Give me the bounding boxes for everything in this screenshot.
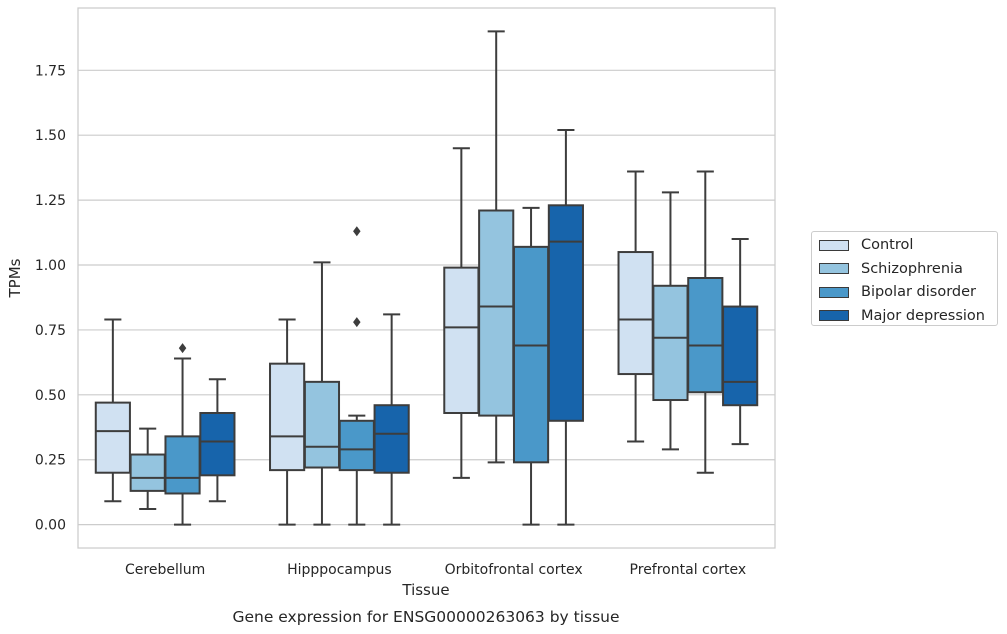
legend-swatch xyxy=(819,263,849,274)
box-iqr xyxy=(303,380,341,469)
box-iqr xyxy=(443,266,480,414)
box-control xyxy=(443,147,480,479)
x-tick-label: Orbitofrontal cortex xyxy=(445,562,583,578)
plot-frame xyxy=(77,7,776,549)
x-axis-label: Tissue xyxy=(401,581,449,599)
outlier-marker xyxy=(353,317,361,328)
box-iqr xyxy=(338,419,375,472)
y-tick-label: 1.25 xyxy=(35,193,66,209)
box-bipolar-disorder xyxy=(512,206,550,526)
outlier-marker xyxy=(353,226,361,237)
box-bipolar-disorder xyxy=(338,226,375,526)
box-major-depression xyxy=(199,378,236,503)
y-tick-label: 1.75 xyxy=(35,63,66,79)
legend-item: Bipolar disorder xyxy=(819,282,976,302)
box-iqr xyxy=(547,204,584,422)
box-schizophrenia xyxy=(478,30,515,464)
box-schizophrenia xyxy=(129,427,166,511)
x-tick-label: Cerebellum xyxy=(125,562,205,578)
boxes xyxy=(94,30,759,526)
box-major-depression xyxy=(373,313,410,526)
legend-label: Schizophrenia xyxy=(861,260,963,277)
box-major-depression xyxy=(722,238,759,446)
box-control xyxy=(94,318,131,503)
box-major-depression xyxy=(547,129,584,526)
box-iqr xyxy=(129,453,166,492)
y-tick-label: 0.75 xyxy=(35,323,66,339)
box-iqr xyxy=(199,412,236,477)
outlier-marker xyxy=(178,343,187,354)
legend-label: Bipolar disorder xyxy=(861,284,976,300)
legend-label: Control xyxy=(861,237,914,253)
y-tick-label: 0.50 xyxy=(35,388,66,404)
legend-label: Major depression xyxy=(861,307,985,324)
y-tick-labels: 0.00 0.25 0.50 0.75 1.00 1.25 1.50 1.75 xyxy=(35,63,66,533)
y-tick-label: 0.25 xyxy=(35,453,66,469)
box-iqr xyxy=(652,284,689,402)
box-bipolar-disorder xyxy=(687,170,724,474)
x-tick-label: Prefrontal cortex xyxy=(630,562,747,578)
box-bipolar-disorder xyxy=(164,343,201,526)
box-iqr xyxy=(512,245,550,464)
box-control xyxy=(269,318,306,526)
legend: Control Schizophrenia Bipolar disorder Majo… xyxy=(811,231,998,326)
legend-item: Schizophrenia xyxy=(819,259,963,279)
box-iqr xyxy=(478,209,515,417)
x-tick-label: Hipppocampus xyxy=(287,562,392,578)
y-tick-label: 0.00 xyxy=(35,518,66,534)
box-iqr xyxy=(687,277,724,394)
box-iqr xyxy=(164,435,201,495)
box-iqr xyxy=(94,401,131,474)
legend-item: Major depression xyxy=(819,306,985,326)
legend-swatch xyxy=(819,286,849,298)
x-tick-labels: Cerebellum Hipppocampus Orbitofrontal cort… xyxy=(125,562,746,578)
box-iqr xyxy=(617,251,654,376)
box-schizophrenia xyxy=(303,261,341,526)
box-iqr xyxy=(373,404,410,474)
y-tick-label: 1.00 xyxy=(35,258,66,274)
y-tick-label: 1.50 xyxy=(35,128,66,144)
legend-swatch xyxy=(819,239,849,251)
y-axis-label: TPMs xyxy=(6,258,24,298)
chart-caption: Gene expression for ENSG00000263063 by t… xyxy=(232,608,619,626)
legend-swatch xyxy=(819,310,849,321)
box-control xyxy=(617,170,654,443)
box-iqr xyxy=(269,362,306,472)
legend-item: Control xyxy=(819,235,913,255)
box-schizophrenia xyxy=(652,191,689,451)
box-iqr xyxy=(722,305,759,407)
